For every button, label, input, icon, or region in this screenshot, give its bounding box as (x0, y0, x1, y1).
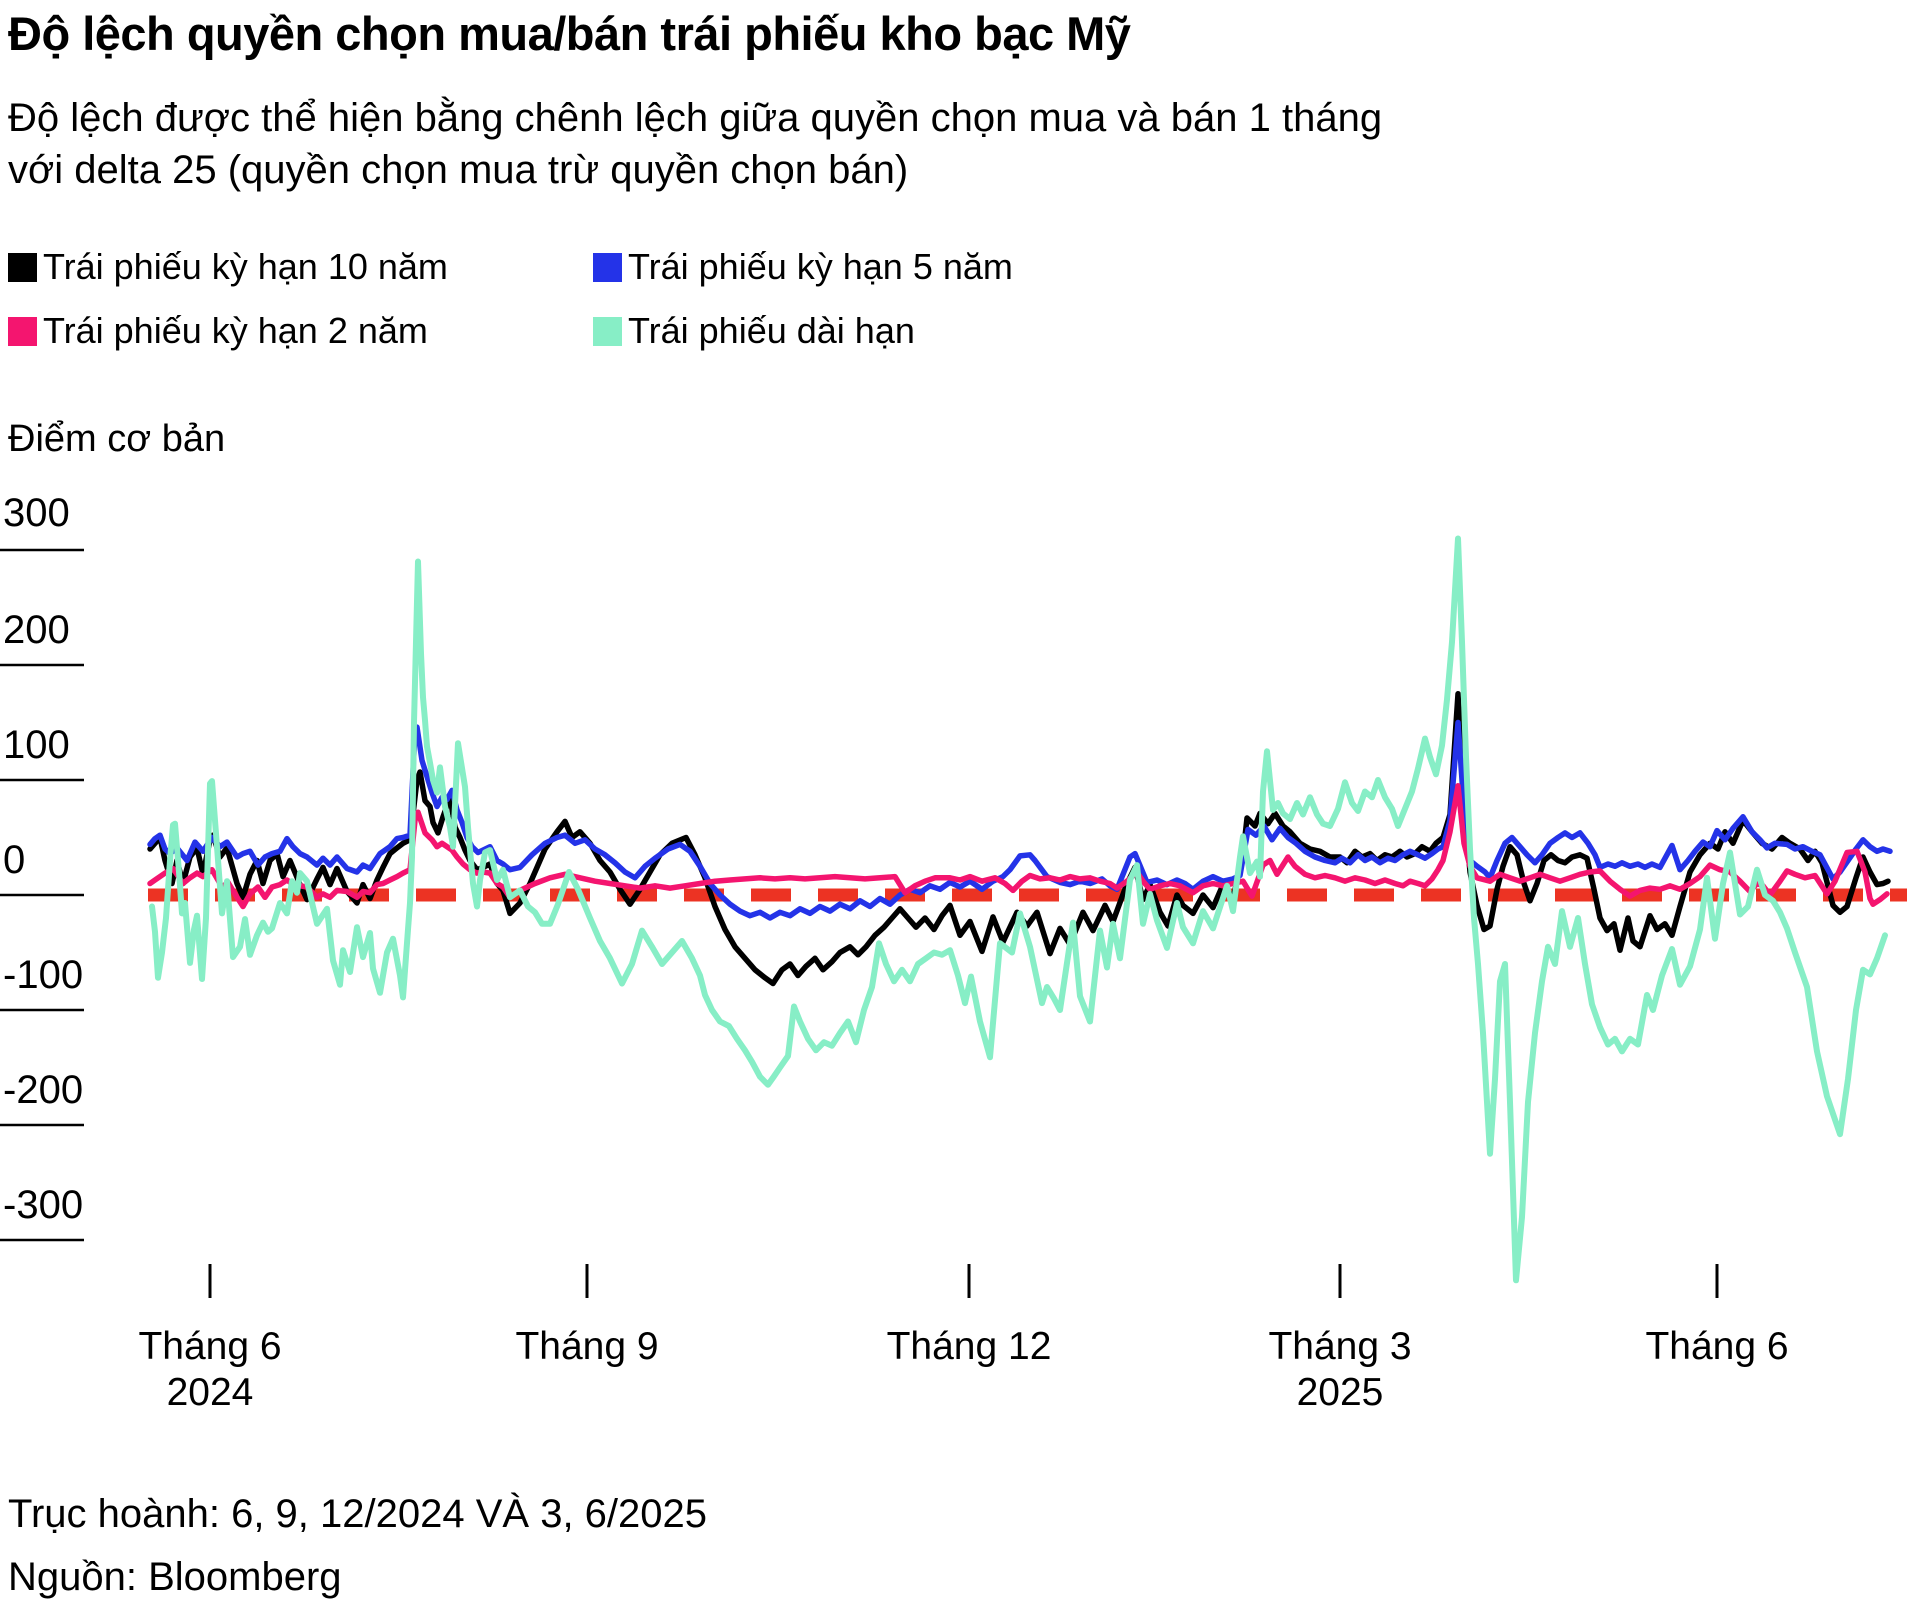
legend-swatch-10y (8, 252, 37, 282)
series-line-Trái phiếu dài hạn (149, 535, 1888, 1284)
legend-swatch-long-bond (593, 316, 622, 346)
x-tick-year-2025: 2025 (1296, 1371, 1384, 1414)
legend-swatch-2y (8, 316, 37, 346)
legend-item-long-bond: Trái phiếu dài hạn (593, 310, 915, 351)
y-tick-label-0: 0 (3, 838, 26, 882)
footer-source: Nguồn: Bloomberg (8, 1555, 342, 1599)
subtitle-line-2: với delta 25 (quyền chọn mua trừ quyền c… (8, 148, 909, 192)
footer-axis-note: Trục hoành: 6, 9, 12/2024 VÀ 3, 6/2025 (8, 1492, 708, 1536)
legend-label-10y: Trái phiếu kỳ hạn 10 năm (43, 246, 448, 287)
y-tick-label-neg200: -200 (3, 1068, 84, 1112)
x-tick-label-sep: Tháng 9 (515, 1325, 659, 1368)
y-tick-label-100: 100 (3, 723, 70, 767)
series-line-Trái phiếu kỳ hạn 10 năm (147, 691, 1891, 987)
y-tick-label-neg300: -300 (3, 1183, 84, 1227)
legend-swatch-5y (593, 252, 622, 282)
subtitle-line-1: Độ lệch được thể hiện bằng chênh lệch gi… (8, 96, 1383, 140)
series-line-Trái phiếu kỳ hạn 2 năm (147, 783, 1890, 910)
legend-item-2y: Trái phiếu kỳ hạn 2 năm (8, 310, 428, 351)
legend-label-5y: Trái phiếu kỳ hạn 5 năm (628, 246, 1013, 287)
y-tick-label-300: 300 (3, 491, 70, 535)
legend-item-5y: Trái phiếu kỳ hạn 5 năm (593, 246, 1013, 287)
legend-item-10y: Trái phiếu kỳ hạn 10 năm (8, 246, 448, 287)
x-tick-label-jun-2024: Tháng 6 (138, 1325, 282, 1368)
x-tick-label-mar: Tháng 3 (1268, 1325, 1412, 1368)
legend-label-2y: Trái phiếu kỳ hạn 2 năm (43, 310, 428, 351)
legend-label-long-bond: Trái phiếu dài hạn (628, 310, 915, 351)
page-title: Độ lệch quyền chọn mua/bán trái phiếu kh… (8, 7, 1131, 60)
x-tick-label-jun-2025: Tháng 6 (1645, 1325, 1789, 1368)
x-tick-year-2024: 2024 (166, 1371, 254, 1414)
y-axis-unit-label: Điểm cơ bản (8, 418, 226, 460)
x-tick-label-dec: Tháng 12 (886, 1325, 1052, 1368)
y-tick-label-neg100: -100 (3, 953, 84, 997)
series-line-Trái phiếu kỳ hạn 5 năm (147, 719, 1893, 921)
y-tick-label-200: 200 (3, 608, 70, 652)
